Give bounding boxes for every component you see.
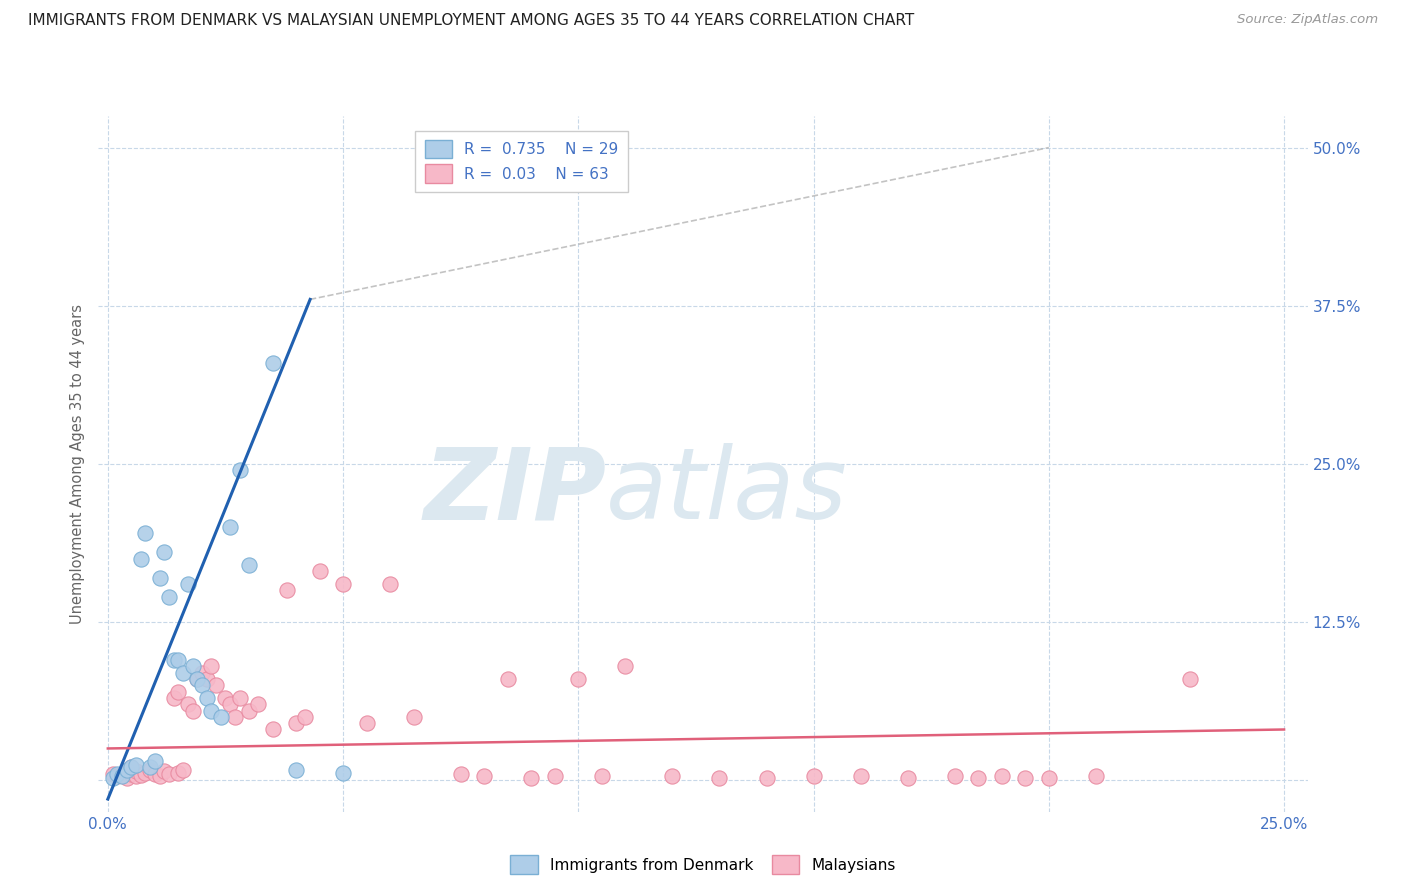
Point	[195, 690, 218, 705]
Point	[195, 672, 218, 686]
Point	[105, 766, 128, 780]
Point	[262, 723, 284, 737]
Point	[191, 678, 214, 692]
Point	[285, 763, 308, 777]
Point	[120, 760, 142, 774]
Point	[803, 769, 825, 783]
Point	[181, 659, 204, 673]
Point	[276, 583, 298, 598]
Point	[520, 771, 543, 785]
Point	[943, 769, 966, 783]
Point	[111, 768, 134, 782]
Point	[285, 716, 308, 731]
Point	[219, 697, 242, 711]
Point	[332, 765, 354, 780]
Point	[332, 577, 354, 591]
Point	[163, 653, 186, 667]
Point	[153, 764, 176, 779]
Point	[120, 760, 142, 774]
Point	[205, 678, 228, 692]
Point	[709, 771, 731, 785]
Legend: R =  0.735    N = 29, R =  0.03    N = 63: R = 0.735 N = 29, R = 0.03 N = 63	[416, 130, 627, 193]
Point	[224, 710, 246, 724]
Point	[149, 769, 172, 783]
Point	[186, 672, 208, 686]
Point	[614, 659, 637, 673]
Point	[139, 763, 162, 777]
Point	[209, 710, 232, 724]
Point	[172, 665, 194, 680]
Point	[157, 590, 180, 604]
Point	[591, 769, 613, 783]
Point	[228, 690, 250, 705]
Point	[897, 771, 920, 785]
Point	[181, 704, 204, 718]
Point	[402, 710, 425, 724]
Point	[115, 771, 138, 785]
Point	[238, 558, 260, 572]
Point	[101, 771, 124, 785]
Legend: Immigrants from Denmark, Malaysians: Immigrants from Denmark, Malaysians	[505, 849, 901, 880]
Text: atlas: atlas	[606, 443, 848, 541]
Point	[755, 771, 778, 785]
Point	[125, 758, 148, 772]
Point	[849, 769, 872, 783]
Text: IMMIGRANTS FROM DENMARK VS MALAYSIAN UNEMPLOYMENT AMONG AGES 35 TO 44 YEARS CORR: IMMIGRANTS FROM DENMARK VS MALAYSIAN UNE…	[28, 13, 914, 29]
Point	[143, 766, 166, 780]
Point	[134, 526, 156, 541]
Point	[1084, 769, 1107, 783]
Point	[167, 653, 190, 667]
Point	[129, 768, 152, 782]
Point	[990, 769, 1012, 783]
Point	[139, 760, 162, 774]
Point	[177, 697, 200, 711]
Point	[967, 771, 990, 785]
Point	[157, 766, 180, 780]
Text: Source: ZipAtlas.com: Source: ZipAtlas.com	[1237, 13, 1378, 27]
Point	[1014, 771, 1036, 785]
Point	[172, 763, 194, 777]
Point	[262, 356, 284, 370]
Point	[120, 766, 142, 780]
Point	[191, 665, 214, 680]
Point	[115, 763, 138, 777]
Point	[125, 764, 148, 779]
Point	[567, 672, 589, 686]
Point	[1178, 672, 1201, 686]
Point	[450, 766, 472, 780]
Point	[105, 769, 128, 783]
Point	[153, 545, 176, 559]
Point	[378, 577, 401, 591]
Point	[294, 710, 316, 724]
Point	[356, 716, 378, 731]
Point	[1038, 771, 1060, 785]
Point	[149, 571, 172, 585]
Point	[143, 754, 166, 768]
Point	[129, 551, 152, 566]
Point	[238, 704, 260, 718]
Point	[186, 672, 208, 686]
Point	[111, 769, 134, 783]
Point	[219, 520, 242, 534]
Point	[496, 672, 519, 686]
Text: ZIP: ZIP	[423, 443, 606, 541]
Point	[544, 769, 567, 783]
Point	[167, 684, 190, 698]
Point	[661, 769, 683, 783]
Point	[200, 704, 222, 718]
Point	[134, 765, 156, 780]
Y-axis label: Unemployment Among Ages 35 to 44 years: Unemployment Among Ages 35 to 44 years	[70, 304, 86, 624]
Point	[177, 577, 200, 591]
Point	[228, 463, 250, 477]
Point	[308, 565, 330, 579]
Point	[247, 697, 270, 711]
Point	[214, 690, 236, 705]
Point	[472, 769, 495, 783]
Point	[200, 659, 222, 673]
Point	[163, 690, 186, 705]
Point	[167, 765, 190, 780]
Point	[115, 763, 138, 777]
Point	[101, 766, 124, 780]
Point	[125, 769, 148, 783]
